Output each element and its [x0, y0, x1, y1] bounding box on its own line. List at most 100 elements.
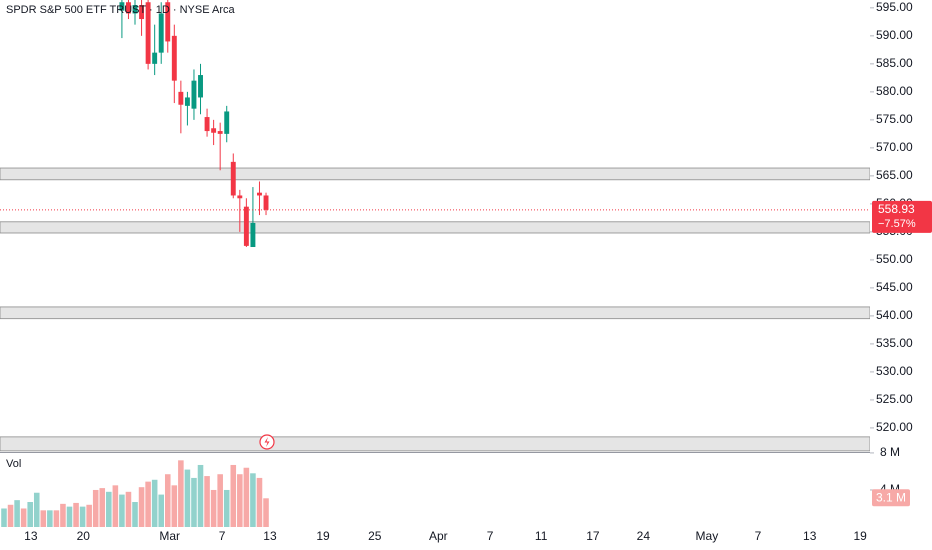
- y-tick-label: 550.00: [876, 252, 913, 266]
- candle-body: [126, 2, 131, 14]
- y-tick-label: 585.00: [876, 56, 913, 70]
- x-tick-label: 13: [24, 529, 38, 543]
- volume-bar: [40, 510, 47, 527]
- volume-bar: [20, 508, 27, 527]
- volume-bar: [184, 469, 191, 527]
- y-tick-label: 525.00: [876, 392, 913, 406]
- candle-body: [263, 195, 269, 210]
- last-price-box: [872, 200, 932, 233]
- volume-bar: [210, 489, 217, 527]
- volume-bar: [145, 481, 151, 527]
- zones: [0, 167, 871, 452]
- zone: [0, 436, 871, 452]
- volume-bar: [73, 502, 79, 527]
- lightning-icon[interactable]: [259, 434, 275, 450]
- volume-bar: [79, 506, 86, 527]
- x-tick-label: 11: [535, 529, 548, 543]
- candle-body: [139, 5, 145, 20]
- x-tick-label: 13: [803, 529, 817, 543]
- candle-body: [211, 128, 217, 133]
- volume-bar: [217, 474, 223, 527]
- x-tick-label: 24: [637, 529, 651, 543]
- candle-body: [158, 13, 164, 53]
- volume-bar: [14, 500, 20, 527]
- y-tick-label: 575.00: [876, 112, 913, 126]
- volume-bar: [250, 473, 256, 527]
- volume-bar: [237, 474, 243, 527]
- volume-bar: [138, 487, 145, 527]
- volume-title: Vol: [6, 458, 21, 470]
- candle-body: [171, 35, 177, 81]
- x-tick-label: Apr: [429, 529, 448, 543]
- candle-body: [152, 52, 158, 64]
- volume-bar: [223, 489, 230, 527]
- x-tick-label: May: [696, 529, 719, 543]
- volume-last-label: 3.1 M: [876, 490, 906, 504]
- volume-bar: [178, 460, 184, 527]
- last-price-label: 558.93: [878, 202, 915, 216]
- chart-title: SPDR S&P 500 ETF TRUST · 1D · NYSE Arca: [6, 4, 236, 16]
- axes: 595.00 590.00 585.00 580.00 575.00 570.00 565.…: [24, 0, 932, 550]
- volume-bar: [263, 498, 269, 527]
- zone: [0, 306, 871, 320]
- y-tick-label: 580.00: [876, 84, 913, 98]
- volume-bar: [204, 476, 210, 527]
- y-tick-label: 535.00: [876, 336, 913, 350]
- volume-bar: [164, 474, 171, 527]
- candle-body: [237, 195, 243, 199]
- change-label: −7.57%: [878, 218, 916, 230]
- y-tick-label: 530.00: [876, 364, 913, 378]
- volume-last-box: [872, 489, 910, 507]
- candle-body: [132, 5, 138, 14]
- volume-bar: [66, 506, 73, 527]
- x-tick-label: 7: [219, 529, 226, 543]
- price-axis-bg: [870, 0, 932, 550]
- volume-bar: [106, 491, 112, 527]
- candle-body: [145, 2, 151, 64]
- volume-bar: [33, 492, 40, 527]
- volume-bar: [27, 502, 33, 527]
- candle-body: [224, 111, 230, 134]
- y-tick-label: 590.00: [876, 28, 913, 42]
- x-tick-label: 7: [487, 529, 494, 543]
- x-tick-label: 19: [853, 529, 867, 543]
- volume-y-tick-label: 8 M: [880, 445, 900, 459]
- volume-bar: [158, 494, 164, 527]
- volume-bar: [243, 467, 250, 527]
- volume-bar: [86, 504, 92, 527]
- y-tick-label: 570.00: [876, 140, 913, 154]
- volume-bar: [1, 508, 7, 527]
- volume-bar: [132, 502, 138, 527]
- y-tick-label: 565.00: [876, 168, 913, 182]
- volume-bar: [151, 479, 158, 527]
- candle-body: [217, 131, 223, 134]
- x-tick-label: 7: [755, 529, 762, 543]
- candle-body: [204, 117, 210, 132]
- candle-body: [250, 222, 256, 248]
- volume-bar: [60, 503, 66, 527]
- volume-bar: [256, 477, 263, 527]
- y-tick-label: 595.00: [876, 0, 913, 14]
- volume-bar: [197, 464, 204, 527]
- volume-bar: [53, 510, 60, 527]
- x-tick-label: 17: [586, 529, 600, 543]
- plot: [0, 0, 870, 527]
- candle-body: [230, 161, 236, 196]
- volume-bar: [99, 488, 106, 527]
- candle-body: [191, 80, 197, 109]
- candle-body: [198, 75, 203, 98]
- zone: [0, 167, 871, 181]
- y-tick-label: 545.00: [876, 280, 913, 294]
- y-tick-label: 540.00: [876, 308, 913, 322]
- candle-body: [257, 192, 262, 196]
- x-tick-label: 13: [263, 529, 277, 543]
- candle-body: [119, 2, 125, 11]
- candle-body: [178, 91, 184, 105]
- volume-bar: [92, 489, 99, 527]
- volume-bar: [47, 510, 53, 527]
- candle-body: [243, 206, 249, 246]
- candle-body: [165, 2, 171, 42]
- volume-bar: [191, 477, 197, 527]
